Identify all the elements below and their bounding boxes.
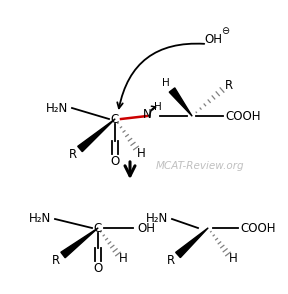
- Text: R: R: [225, 78, 233, 91]
- Text: OH: OH: [204, 33, 222, 46]
- Polygon shape: [176, 228, 208, 258]
- FancyArrowPatch shape: [117, 44, 204, 108]
- Text: N: N: [143, 108, 152, 121]
- Text: R: R: [69, 148, 77, 161]
- Text: MCAT-Review.org: MCAT-Review.org: [156, 161, 244, 171]
- Text: H: H: [119, 253, 127, 265]
- Polygon shape: [78, 119, 115, 152]
- Text: R: R: [167, 253, 175, 266]
- Text: R: R: [52, 253, 60, 266]
- Text: ⊖: ⊖: [221, 26, 229, 36]
- Text: O: O: [93, 261, 103, 275]
- Text: OH: OH: [137, 221, 155, 235]
- Text: C: C: [94, 221, 102, 235]
- Polygon shape: [61, 228, 98, 258]
- Text: C: C: [111, 113, 119, 126]
- FancyArrowPatch shape: [150, 106, 156, 116]
- Text: H: H: [162, 78, 170, 88]
- Text: H₂N: H₂N: [146, 213, 168, 225]
- Text: O: O: [110, 155, 120, 168]
- Polygon shape: [169, 88, 192, 116]
- Text: H: H: [154, 102, 162, 112]
- Text: COOH: COOH: [225, 109, 261, 123]
- Text: H₂N: H₂N: [46, 101, 68, 114]
- Text: H: H: [229, 253, 237, 265]
- Text: H: H: [137, 146, 145, 160]
- Text: COOH: COOH: [240, 221, 276, 235]
- Text: H₂N: H₂N: [29, 213, 51, 225]
